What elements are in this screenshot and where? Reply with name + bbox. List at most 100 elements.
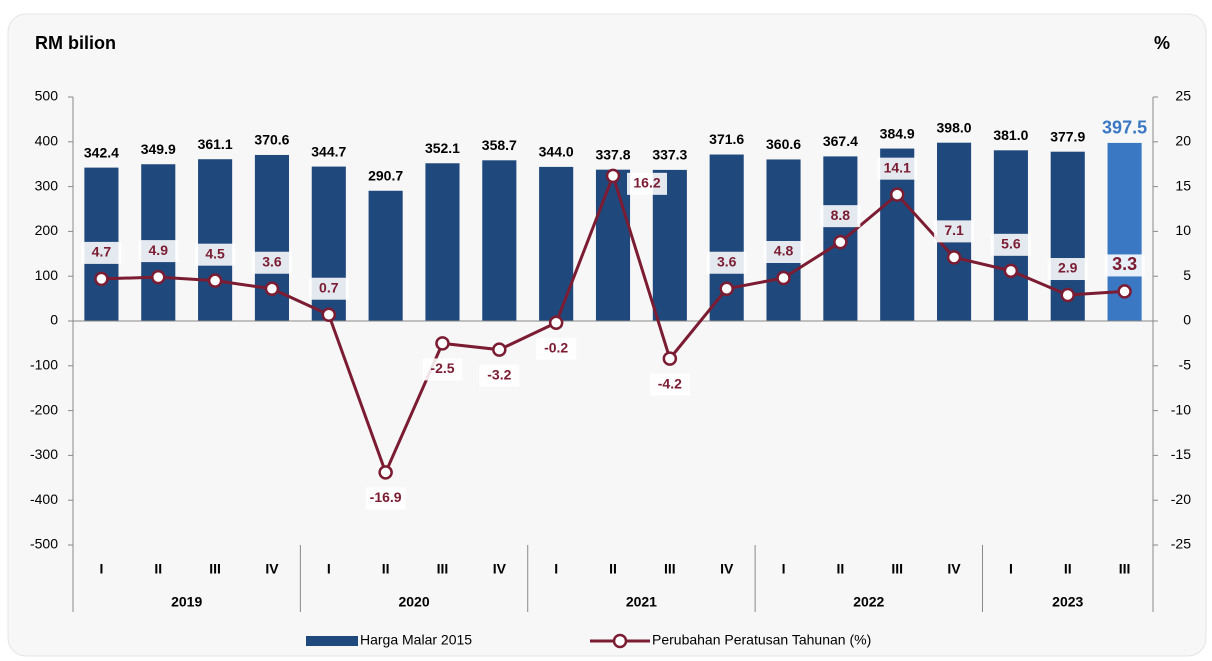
x-tick-label: IV xyxy=(265,561,279,577)
y2-tick-label: -20 xyxy=(1171,491,1191,507)
line-value-label-bg xyxy=(1104,254,1145,277)
x-tick-label: I xyxy=(782,561,786,577)
line-value-label-bg xyxy=(138,240,179,263)
bar-value-label: 384.9 xyxy=(880,125,915,141)
line-value-label-group: 14.1 xyxy=(877,157,918,180)
x-tick-label: IV xyxy=(720,561,734,577)
bar-value-label: 352.1 xyxy=(425,140,460,156)
bar xyxy=(254,154,289,321)
group-label: 2021 xyxy=(626,594,657,610)
line-value-label: -0.2 xyxy=(544,339,568,355)
line-point xyxy=(264,281,280,296)
bar xyxy=(595,169,631,321)
line-value-label-bg xyxy=(251,251,292,274)
line-value-label-bg xyxy=(479,364,520,387)
bar-value-label: 344.0 xyxy=(539,144,574,160)
y-tick-label: 500 xyxy=(35,88,59,104)
x-tick-label: III xyxy=(209,561,221,577)
line-value-label-group: -16.9 xyxy=(365,487,406,510)
line-value-label-group: 4.8 xyxy=(763,240,804,263)
x-tick-label: I xyxy=(1009,561,1013,577)
y-tick-label: -300 xyxy=(30,446,58,462)
y2-tick-label: -15 xyxy=(1171,446,1191,462)
y2-tick-label: -5 xyxy=(1179,357,1192,373)
line-value-label: 4.9 xyxy=(149,242,169,258)
bar xyxy=(482,160,517,321)
line-value-label: 3.6 xyxy=(262,253,282,269)
bar xyxy=(425,163,460,321)
y-tick-label: -500 xyxy=(30,536,58,552)
y-tick-label: 200 xyxy=(35,222,59,238)
line-point xyxy=(435,336,450,351)
bar xyxy=(368,190,403,321)
x-tick-label: II xyxy=(836,561,844,577)
y-tick-label: -400 xyxy=(30,491,58,507)
line-value-label-bg xyxy=(990,233,1031,256)
line-value-label-bg xyxy=(820,205,861,228)
bar-value-label: 337.8 xyxy=(595,146,630,162)
line-value-label: 8.8 xyxy=(831,207,851,223)
line-point xyxy=(151,269,166,285)
line-point xyxy=(321,307,337,322)
line-value-label-group: -3.2 xyxy=(479,364,520,387)
bar-value-label: 397.5 xyxy=(1102,118,1147,138)
line-value-label-bg xyxy=(422,358,463,381)
bar-value-label: 290.7 xyxy=(368,167,403,183)
bar-value-label: 344.7 xyxy=(311,143,346,159)
x-tick-label: II xyxy=(609,561,617,577)
line-value-label-bg xyxy=(706,251,747,274)
line-value-label-bg xyxy=(627,172,667,195)
line-value-label: 4.7 xyxy=(92,244,112,260)
line-value-label-group: -2.5 xyxy=(422,358,463,381)
bar-value-label: 358.7 xyxy=(482,137,517,153)
y-tick-label: 0 xyxy=(50,312,58,328)
line-value-label-bg xyxy=(536,337,577,360)
bar xyxy=(652,169,687,321)
group-label: 2023 xyxy=(1052,594,1083,610)
line-value-label-bg xyxy=(195,243,236,266)
y2-tick-label: -25 xyxy=(1171,536,1191,552)
line-value-label-bg xyxy=(877,157,918,180)
line-value-label: 3.6 xyxy=(717,253,737,269)
line-value-label: -2.5 xyxy=(430,360,454,376)
line-point xyxy=(605,168,621,184)
legend-label: Perubahan Peratusan Tahunan (%) xyxy=(652,632,871,648)
line-point xyxy=(776,270,791,286)
line-point xyxy=(719,281,734,296)
x-tick-label: I xyxy=(554,561,558,577)
x-tick-label: III xyxy=(891,561,903,577)
y2-tick-label: 15 xyxy=(1175,177,1191,193)
y2-axis-title: % xyxy=(1154,33,1170,53)
line-value-label-group: 3.6 xyxy=(706,251,747,274)
y-tick-label: 400 xyxy=(35,133,59,149)
line-value-label: -4.2 xyxy=(658,375,682,391)
line-point xyxy=(548,315,564,331)
bar xyxy=(198,159,233,321)
line-value-label-bg xyxy=(308,277,349,300)
line-point xyxy=(1060,287,1075,303)
bar-value-label: 349.9 xyxy=(141,141,176,157)
line-value-label-bg xyxy=(365,487,406,510)
line-value-label-bg xyxy=(763,240,804,263)
line-value-label-group: 3.6 xyxy=(251,251,292,274)
bar-value-label: 371.6 xyxy=(709,131,744,147)
line-value-label-group: 7.1 xyxy=(934,220,975,243)
y2-tick-label: -10 xyxy=(1171,401,1191,417)
line-value-label: 3.3 xyxy=(1112,254,1137,274)
line-value-label-group: -0.2 xyxy=(536,337,577,360)
line-value-label: -3.2 xyxy=(487,366,511,382)
line-value-label-group: 0.7 xyxy=(308,277,349,300)
group-label: 2019 xyxy=(171,594,202,610)
line-value-label-group: 4.7 xyxy=(81,241,122,264)
line-value-label: 7.1 xyxy=(944,222,964,238)
bar-value-label: 361.1 xyxy=(198,136,233,152)
y2-tick-label: 10 xyxy=(1175,222,1191,238)
x-tick-label: III xyxy=(437,561,449,577)
bar xyxy=(709,154,744,321)
group-label: 2022 xyxy=(853,594,884,610)
line-value-label-bg xyxy=(81,241,122,264)
x-tick-label: IV xyxy=(947,561,961,577)
line-value-label: 16.2 xyxy=(633,175,660,191)
panel xyxy=(7,13,1207,657)
y2-tick-label: 20 xyxy=(1175,133,1191,149)
